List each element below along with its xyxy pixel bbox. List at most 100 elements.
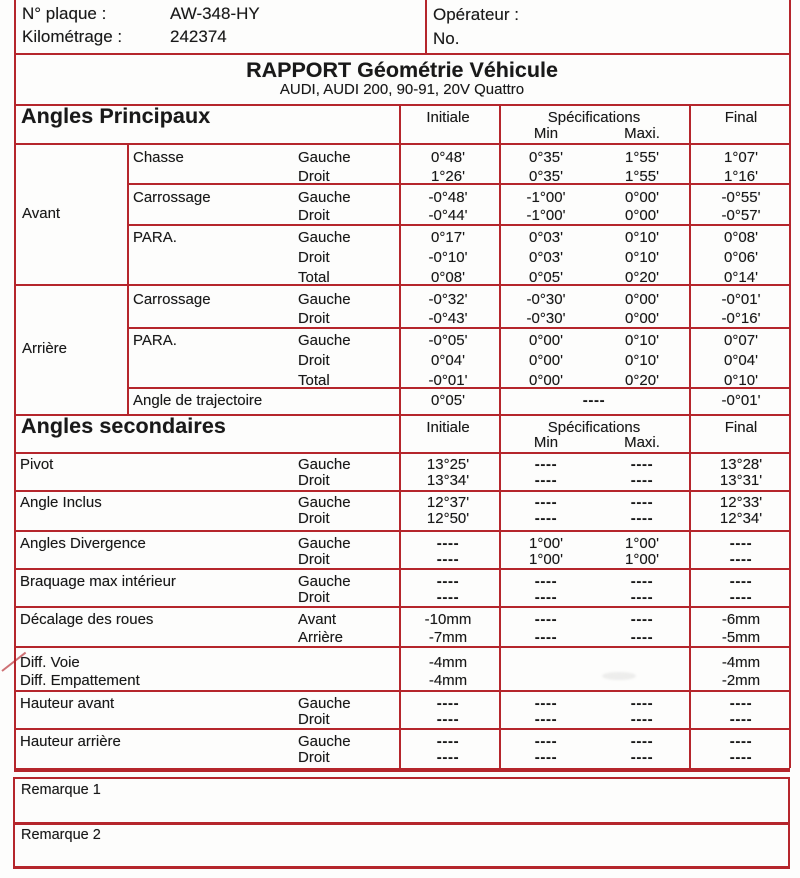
value-final: ---- [729, 733, 753, 750]
value-max: 0°10' [625, 229, 659, 246]
outer-right-rule [789, 0, 791, 768]
side-label: Droit [298, 589, 330, 606]
value-max: 0°00' [625, 291, 659, 308]
value-min: 1°00' [529, 551, 563, 568]
report-subtitle: AUDI, AUDI 200, 90-91, 20V Quattro [279, 81, 525, 98]
value-min: 0°00' [529, 332, 563, 349]
value-max: ---- [630, 749, 654, 766]
table-rule [14, 530, 790, 532]
side-label: Gauche [298, 695, 351, 712]
table-rule [14, 143, 790, 145]
value-final: ---- [729, 551, 753, 568]
value-max: ---- [630, 510, 654, 527]
col-header-spec: Spécifications [547, 419, 641, 436]
col-header-spec: Spécifications [547, 109, 641, 126]
row-label: Angles Divergence [20, 535, 146, 552]
remarks-divider-rule [13, 822, 789, 825]
row-label: Hauteur arrière [20, 733, 121, 750]
value-min: ---- [534, 494, 558, 511]
remarks-left-rule [13, 777, 15, 869]
side-label: Gauche [298, 573, 351, 590]
section-title: Angles Principaux [21, 104, 211, 128]
value-initial: 13°25' [426, 456, 470, 473]
value-final: -0°16' [721, 310, 761, 327]
value-final: 0°04' [724, 352, 758, 369]
value-initial: -0°32' [428, 291, 468, 308]
title-box-bottom-rule [14, 104, 790, 106]
value-final: 0°06' [724, 249, 758, 266]
value-final: -0°57' [721, 207, 761, 224]
value-min: 0°35' [529, 149, 563, 166]
side-label: Arrière [298, 629, 344, 646]
value-initial: 0°08' [431, 269, 465, 286]
value-min: 1°00' [529, 535, 563, 552]
value-final: ---- [729, 695, 753, 712]
value-initial: ---- [436, 535, 460, 552]
value-min: -1°00' [526, 207, 566, 224]
side-label: Gauche [298, 291, 351, 308]
value-initial: 12°37' [426, 494, 470, 511]
outer-left-rule [14, 0, 16, 768]
value-max: 0°00' [625, 189, 659, 206]
value-initial: -0°44' [428, 207, 468, 224]
value-final: -0°55' [721, 189, 761, 206]
value-min: ---- [534, 749, 558, 766]
side-label: Gauche [298, 535, 351, 552]
col-header-initial: Initiale [426, 109, 470, 126]
value-final: 12°34' [719, 510, 763, 527]
value-final: ---- [729, 589, 753, 606]
value-min: -0°30' [526, 291, 566, 308]
value-max: ---- [630, 733, 654, 750]
value-final: ---- [729, 535, 753, 552]
side-label: Gauche [298, 189, 351, 206]
value-max: ---- [630, 494, 654, 511]
value-max: 1°55' [625, 149, 659, 166]
remarks-bottom-rule [13, 866, 789, 869]
side-label: Droit [298, 352, 330, 369]
value-initial: -0°43' [428, 310, 468, 327]
value-initial: ---- [436, 733, 460, 750]
value-final: 13°31' [719, 472, 763, 489]
side-label: Droit [298, 207, 330, 224]
col-header-final: Final [724, 109, 758, 126]
value-min: ---- [534, 456, 558, 473]
value-max: ---- [630, 711, 654, 728]
mileage-label: Kilométrage : [22, 27, 123, 46]
row-label: PARA. [133, 229, 177, 246]
row-label: Diff. Empattement [20, 672, 140, 689]
row-label: Chasse [133, 149, 184, 166]
table-rule [127, 183, 790, 185]
row-label: Angle de trajectoire [133, 392, 263, 409]
value-max: ---- [630, 472, 654, 489]
value-initial: -0°48' [428, 189, 468, 206]
value-max: ---- [630, 456, 654, 473]
col-initial-rule [399, 104, 401, 768]
group-label: Arrière [22, 340, 68, 357]
value-max: 0°20' [625, 372, 659, 389]
side-label: Total [298, 269, 330, 286]
mileage-value: 242374 [170, 27, 227, 46]
side-label: Gauche [298, 332, 351, 349]
table-rule [14, 690, 790, 692]
value-initial: 0°48' [431, 149, 465, 166]
value-initial: 1°26' [431, 168, 465, 185]
side-label: Gauche [298, 149, 351, 166]
table-rule [14, 606, 790, 608]
value-max: 0°20' [625, 269, 659, 286]
value-final: -5mm [721, 629, 761, 646]
row-label: Pivot [20, 456, 54, 473]
side-label: Droit [298, 310, 330, 327]
value-final: 0°14' [724, 269, 758, 286]
value-spec: ---- [582, 392, 606, 409]
operator-label: Opérateur : [433, 5, 519, 24]
value-initial: 0°05' [431, 392, 465, 409]
value-initial: -10mm [424, 611, 472, 628]
side-label: Droit [298, 510, 330, 527]
value-min: ---- [534, 711, 558, 728]
value-max: ---- [630, 611, 654, 628]
value-min: 0°03' [529, 229, 563, 246]
side-label: Total [298, 372, 330, 389]
value-initial: ---- [436, 551, 460, 568]
value-final: -0°01' [721, 392, 761, 409]
table-rule [14, 568, 790, 570]
